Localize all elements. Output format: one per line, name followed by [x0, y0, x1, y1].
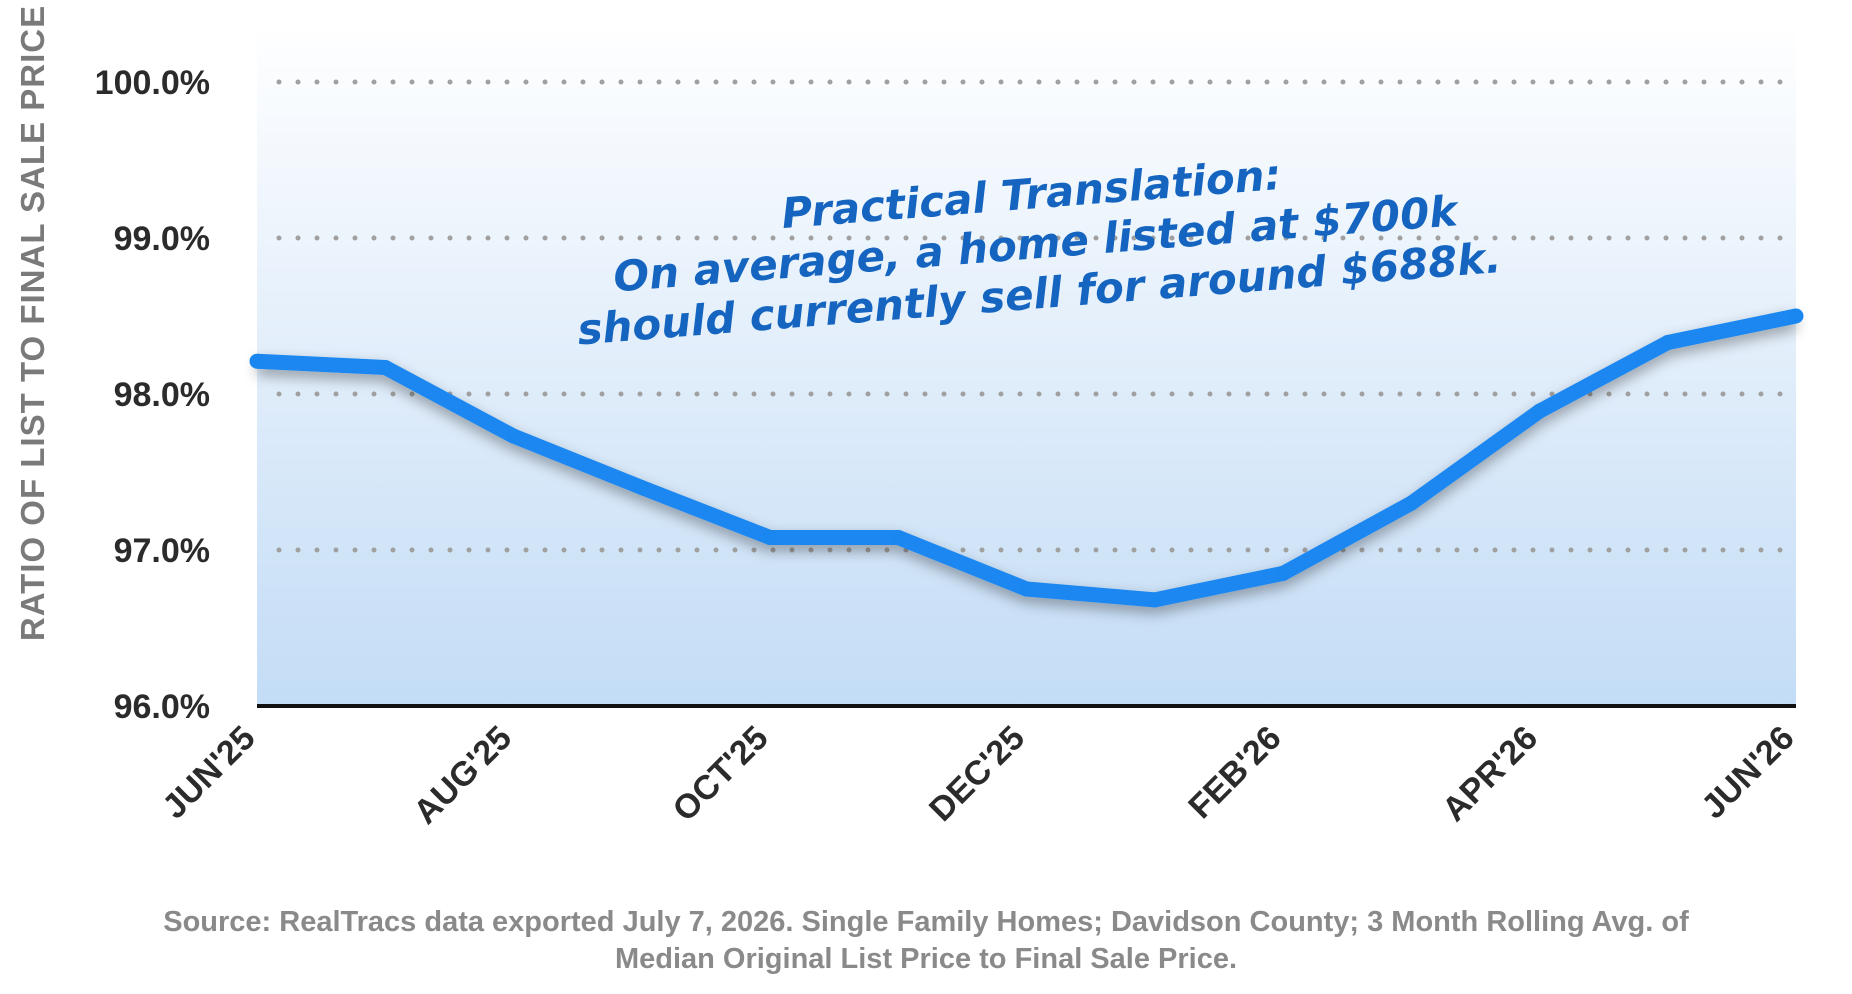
source-caption-line-2: Median Original List Price to Final Sale… [615, 943, 1237, 975]
y-tick-label: 96.0% [114, 688, 210, 726]
data-point [1532, 403, 1547, 419]
data-point [1019, 581, 1034, 597]
data-point [377, 359, 393, 375]
data-point [1147, 592, 1163, 608]
x-tick-label: APR'26 [1435, 719, 1545, 829]
data-points [249, 308, 1804, 608]
y-tick-label: 97.0% [114, 532, 210, 570]
y-tick-label: 98.0% [114, 376, 210, 414]
y-axis-label: RATIO OF LIST TO FINAL SALE PRICE [14, 5, 51, 641]
data-point [506, 428, 521, 444]
plot-area-fill [257, 22, 1796, 706]
source-caption-line-1: Source: RealTracs data exported July 7, … [163, 906, 1689, 938]
y-tick-label: 100.0% [95, 64, 210, 102]
data-point [1403, 495, 1419, 511]
x-tick-label: JUN'26 [1694, 719, 1801, 826]
x-tick-label: JUN'25 [155, 719, 262, 826]
y-tick-label: 99.0% [114, 220, 210, 258]
x-tick-label: OCT'25 [666, 719, 776, 829]
data-point [890, 530, 906, 546]
gridlines [276, 79, 1799, 553]
data-point [1660, 335, 1676, 351]
data-point [249, 353, 265, 369]
data-point [634, 480, 650, 496]
data-point [762, 530, 778, 546]
x-tick-label: AUG'25 [406, 719, 519, 832]
x-tick-label: DEC'25 [922, 719, 1032, 829]
x-tick-label: FEB'26 [1181, 719, 1288, 826]
data-point [1788, 308, 1804, 324]
data-point [1275, 565, 1291, 581]
x-tick-labels: JUN'25 AUG'25 OCT'25 DEC'25 FEB'26 APR'26 JUN'… [155, 719, 1801, 832]
y-tick-labels: 96.0% 97.0% 98.0% 99.0% 100.0% [95, 64, 210, 726]
